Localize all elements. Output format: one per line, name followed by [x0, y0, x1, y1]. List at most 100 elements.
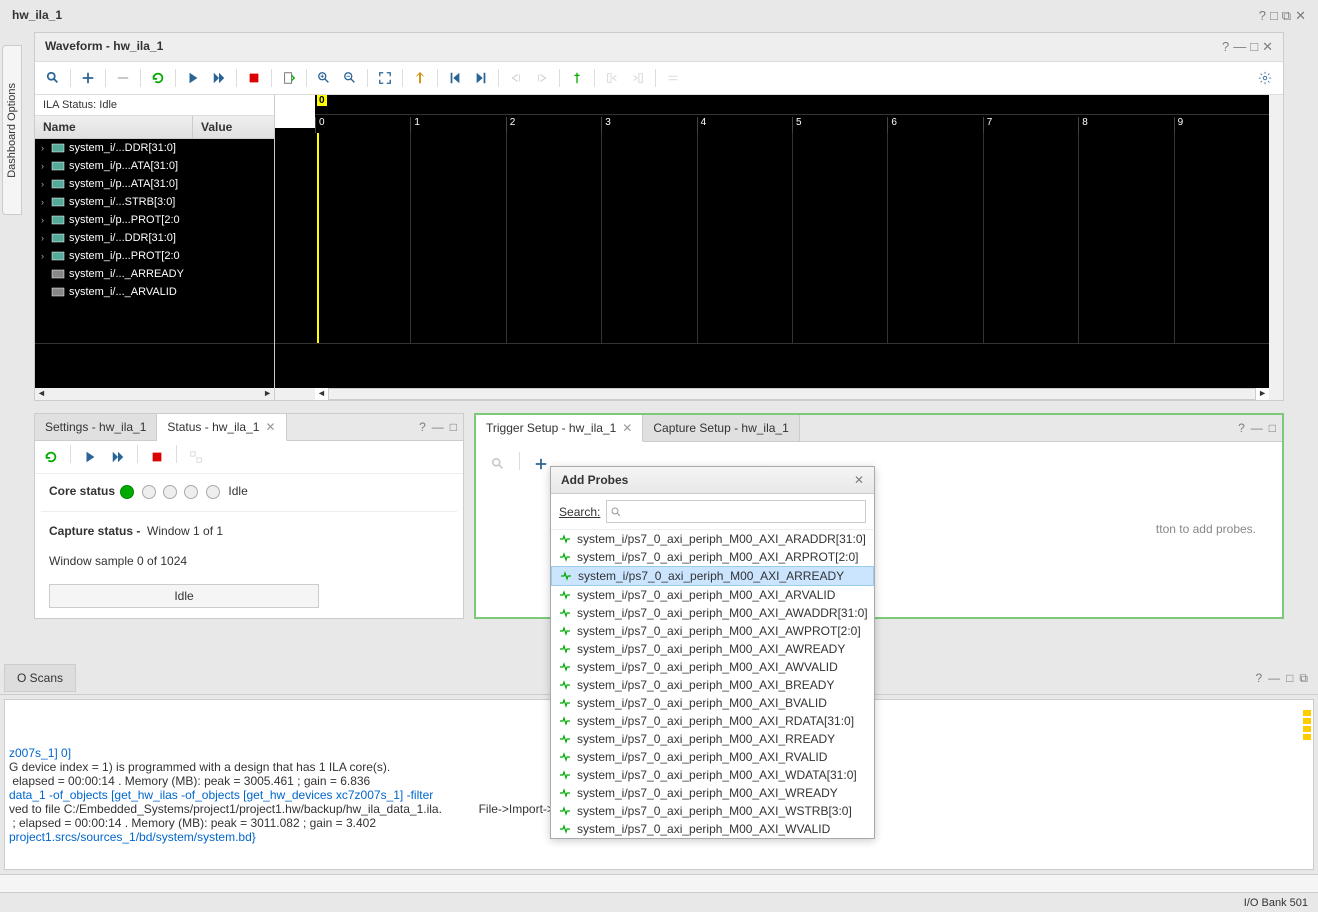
stop-button[interactable] — [145, 445, 169, 469]
help-icon[interactable]: ? — [1259, 8, 1266, 24]
probe-item[interactable]: system_i/ps7_0_axi_periph_M00_AXI_AWREAD… — [551, 640, 874, 658]
h-scrollbar[interactable] — [328, 388, 1256, 400]
stop-button[interactable] — [242, 66, 266, 90]
expand-icon[interactable]: › — [41, 215, 51, 225]
tab-status[interactable]: Status - hw_ila_1✕ — [157, 414, 286, 441]
maximize-icon[interactable]: □ — [1250, 39, 1258, 55]
add-button[interactable] — [76, 66, 100, 90]
signal-row[interactable]: ›system_i/...DDR[31:0] — [35, 229, 274, 247]
time-marker[interactable]: 0 — [317, 95, 327, 106]
restore-icon[interactable]: ⧉ — [1299, 671, 1308, 686]
maximize-icon[interactable]: □ — [450, 420, 457, 434]
zoom-fit-button[interactable] — [373, 66, 397, 90]
search-button[interactable] — [41, 66, 65, 90]
help-icon[interactable]: ? — [1255, 671, 1262, 686]
signal-row[interactable]: ›system_i/p...ATA[31:0] — [35, 157, 274, 175]
run-button[interactable] — [78, 445, 102, 469]
signal-row[interactable]: ›system_i/p...ATA[31:0] — [35, 175, 274, 193]
refresh-button[interactable] — [39, 445, 63, 469]
run-all-button[interactable] — [207, 66, 231, 90]
expand-icon[interactable]: › — [41, 179, 51, 189]
probe-item[interactable]: system_i/ps7_0_axi_periph_M00_AXI_BVALID — [551, 694, 874, 712]
search-input[interactable] — [606, 500, 866, 523]
run-all-button[interactable] — [106, 445, 130, 469]
v-scrollbar[interactable] — [1269, 95, 1283, 400]
remove-button[interactable] — [111, 66, 135, 90]
probe-item[interactable]: system_i/ps7_0_axi_periph_M00_AXI_AWPROT… — [551, 622, 874, 640]
close-tab-icon[interactable]: ✕ — [622, 421, 632, 435]
help-icon[interactable]: ? — [1238, 421, 1245, 435]
swap-button[interactable] — [661, 66, 685, 90]
tab-settings[interactable]: Settings - hw_ila_1 — [35, 414, 157, 440]
probe-item[interactable]: system_i/ps7_0_axi_periph_M00_AXI_BREADY — [551, 676, 874, 694]
tab-trigger-setup[interactable]: Trigger Setup - hw_ila_1✕ — [476, 415, 643, 442]
help-icon[interactable]: ? — [1222, 39, 1229, 55]
close-icon[interactable]: ✕ — [854, 473, 864, 487]
expand-icon[interactable]: › — [41, 233, 51, 243]
console-tab-scans[interactable]: O Scans — [4, 664, 76, 692]
settings-icon[interactable] — [1253, 66, 1277, 90]
probe-item[interactable]: system_i/ps7_0_axi_periph_M00_AXI_ARADDR… — [551, 530, 874, 548]
export-button[interactable] — [277, 66, 301, 90]
expand-icon[interactable] — [41, 269, 51, 279]
zoom-out-button[interactable] — [338, 66, 362, 90]
probe-item[interactable]: system_i/ps7_0_axi_periph_M00_AXI_WREADY — [551, 784, 874, 802]
signal-row[interactable]: ›system_i/p...PROT[2:0 — [35, 247, 274, 265]
close-icon[interactable]: ✕ — [1262, 39, 1273, 55]
signal-row[interactable]: system_i/..._ARVALID — [35, 283, 274, 301]
probe-item[interactable]: system_i/ps7_0_axi_periph_M00_AXI_RDATA[… — [551, 712, 874, 730]
waveform-plot[interactable]: 0 0123456789 ◄ ► — [315, 95, 1269, 400]
expand-icon[interactable]: › — [41, 161, 51, 171]
goto-cursor-button[interactable] — [408, 66, 432, 90]
warning-marker[interactable] — [1303, 710, 1311, 716]
signal-row[interactable]: ›system_i/p...PROT[2:0 — [35, 211, 274, 229]
prev-transition-button[interactable] — [504, 66, 528, 90]
probe-item[interactable]: system_i/ps7_0_axi_periph_M00_AXI_ARVALI… — [551, 586, 874, 604]
next-marker-button[interactable] — [626, 66, 650, 90]
expand-icon[interactable]: › — [41, 251, 51, 261]
tab-capture-setup[interactable]: Capture Setup - hw_ila_1 — [643, 415, 799, 441]
prev-marker-button[interactable] — [600, 66, 624, 90]
probe-item[interactable]: system_i/ps7_0_axi_periph_M00_AXI_RVALID — [551, 748, 874, 766]
warning-marker[interactable] — [1303, 734, 1311, 740]
maximize-icon[interactable]: □ — [1286, 671, 1293, 686]
scroll-left-icon[interactable]: ◄ — [315, 388, 328, 400]
signal-row[interactable]: system_i/..._ARREADY — [35, 265, 274, 283]
next-edge-button[interactable] — [469, 66, 493, 90]
link-button[interactable] — [184, 445, 208, 469]
probe-item[interactable]: system_i/ps7_0_axi_periph_M00_AXI_WSTRB[… — [551, 802, 874, 820]
expand-icon[interactable] — [41, 287, 51, 297]
scroll-right-icon[interactable]: ► — [1256, 388, 1269, 400]
probe-item[interactable]: system_i/ps7_0_axi_periph_M00_AXI_ARREAD… — [551, 566, 874, 586]
help-icon[interactable]: ? — [419, 420, 426, 434]
warning-marker[interactable] — [1303, 726, 1311, 732]
run-button[interactable] — [181, 66, 205, 90]
dashboard-options-tab[interactable]: Dashboard Options — [2, 45, 22, 215]
restore-icon[interactable]: ⧉ — [1282, 8, 1291, 24]
minimize-icon[interactable]: — — [1233, 39, 1246, 55]
probe-item[interactable]: system_i/ps7_0_axi_periph_M00_AXI_WVALID — [551, 820, 874, 838]
probe-item[interactable]: system_i/ps7_0_axi_periph_M00_AXI_AWVALI… — [551, 658, 874, 676]
cursor-line[interactable] — [317, 133, 319, 343]
probe-item[interactable]: system_i/ps7_0_axi_periph_M00_AXI_WDATA[… — [551, 766, 874, 784]
prev-edge-button[interactable] — [443, 66, 467, 90]
expand-icon[interactable]: › — [41, 143, 51, 153]
expand-icon[interactable]: › — [41, 197, 51, 207]
close-icon[interactable]: ✕ — [1295, 8, 1306, 24]
next-transition-button[interactable] — [530, 66, 554, 90]
col-value[interactable]: Value — [193, 116, 274, 138]
search-button[interactable] — [486, 452, 510, 476]
zoom-in-button[interactable] — [312, 66, 336, 90]
probe-item[interactable]: system_i/ps7_0_axi_periph_M00_AXI_AWADDR… — [551, 604, 874, 622]
scroll-left-icon[interactable]: ◄ — [37, 388, 46, 400]
scroll-right-icon[interactable]: ► — [263, 388, 272, 400]
close-tab-icon[interactable]: ✕ — [265, 420, 275, 434]
probe-item[interactable]: system_i/ps7_0_axi_periph_M00_AXI_ARPROT… — [551, 548, 874, 566]
col-name[interactable]: Name — [35, 116, 193, 138]
maximize-icon[interactable]: □ — [1270, 8, 1278, 24]
refresh-button[interactable] — [146, 66, 170, 90]
add-marker-button[interactable] — [565, 66, 589, 90]
minimize-icon[interactable]: — — [1268, 671, 1280, 686]
signal-row[interactable]: ›system_i/...STRB[3:0] — [35, 193, 274, 211]
minimize-icon[interactable]: — — [432, 420, 444, 434]
